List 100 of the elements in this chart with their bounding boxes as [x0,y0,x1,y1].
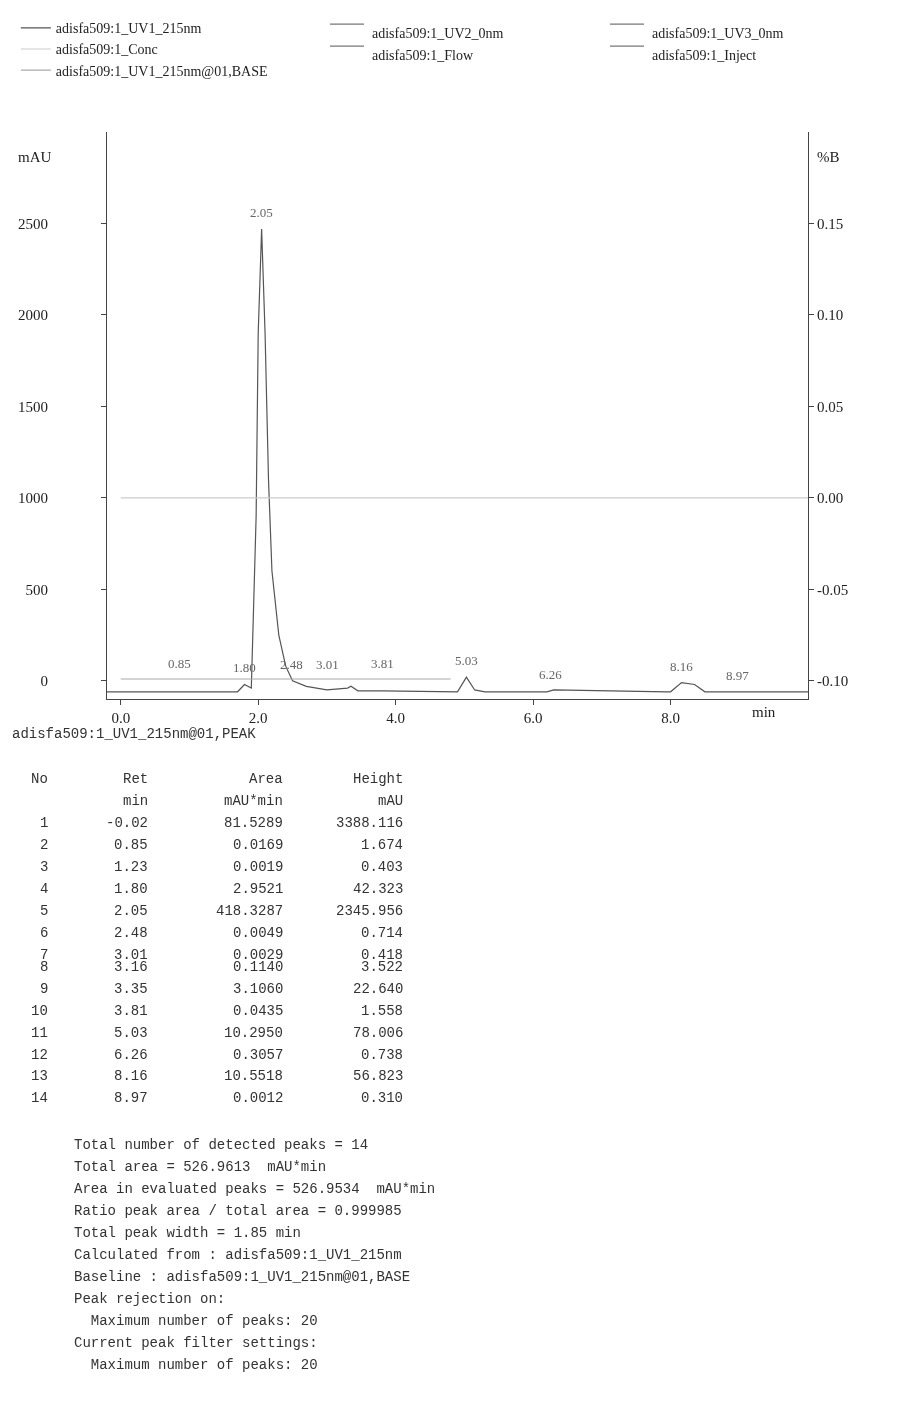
x-tick-label: 2.0 [248,710,268,727]
text: Baseline : adisfa509:1_UV1_215nm@01,BASE [74,1269,411,1285]
text: 78.006 [353,1025,404,1041]
text: 56.823 [353,1068,404,1084]
annotation: 0.85 [168,656,191,671]
text: Peak rejection on: [74,1291,226,1307]
text: mAU [378,793,404,809]
text: Current peak filter settings: [74,1335,318,1351]
text: 0.310 [361,1090,404,1106]
x-tick-label: 8.0 [661,710,680,727]
text: 1 [40,815,49,831]
text: 0.0049 [233,925,284,941]
text: 81.5289 [224,815,283,831]
text: 0.0169 [233,837,284,853]
text: 22.640 [353,981,404,997]
text: min [123,793,149,809]
text: adisfa509:1_UV2_0nm [372,26,504,41]
text: 2.05 [114,903,148,919]
annotation: 2.05 [250,205,273,220]
text: Maximum number of peaks: 20 [74,1313,318,1329]
annotation: 6.26 [539,667,563,682]
text: Total peak width = 1.85 min [74,1225,301,1241]
text: 8.97 [114,1090,148,1106]
y2-tick-label: 0.00 [817,490,844,507]
text: 10.2950 [224,1025,283,1041]
y2-axis-title: %B [817,149,840,165]
text: Ratio peak area / total area = 0.999985 [74,1203,402,1219]
text: 13 [31,1068,48,1084]
text: Total area = 526.9613 mAU*min [74,1159,327,1175]
text: adisfa509:1_UV3_0nm [652,26,784,41]
text: 3.1060 [233,981,284,997]
text: 1.558 [361,1003,404,1019]
text: 0.403 [361,859,404,875]
x-axis-title: min [752,704,776,720]
y2-tick-label: -0.05 [817,581,849,598]
text: 4 [40,881,49,897]
text: Area in evaluated peaks = 526.9534 mAU*min [74,1181,436,1197]
annotation: 8.97 [726,668,750,683]
text: 1.80 [114,881,148,897]
text: 418.3287 [216,903,284,919]
y-tick-label: 2500 [18,215,48,232]
text: 0.3057 [233,1047,284,1063]
text: 0.714 [361,925,404,941]
text: adisfa509:1_UV1_215nm@01,PEAK [12,726,257,742]
text: No [31,771,48,787]
annotation: 3.81 [371,656,394,671]
text: 2 [40,837,49,853]
text: 0.0019 [233,859,284,875]
y-tick-label: 0 [40,673,48,690]
y-tick-label: 500 [25,581,48,598]
text: 12 [31,1047,48,1063]
text: 1.23 [114,859,148,875]
text: 6 [40,925,49,941]
legend-label: adisfa509:1_Conc [55,42,158,58]
text: 3.35 [114,981,148,997]
text: 5 [40,903,49,919]
legend-label: adisfa509:1_UV1_215nm [55,21,202,37]
text: 14 [31,1090,48,1106]
text: 0.0435 [233,1003,284,1019]
text: 0.738 [361,1047,404,1063]
y-tick-label: 1000 [18,490,48,507]
text: Height [353,771,404,787]
text: adisfa509:1_Flow [372,48,474,63]
text: 6.26 [114,1047,148,1063]
y2-tick-label: 0.15 [817,215,844,232]
annotation: 5.03 [455,653,478,668]
y-axis-title: mAU [18,149,52,165]
text: 3 [40,859,49,875]
text: 8.16 [114,1068,148,1084]
text: 10 [31,1003,48,1019]
text: 9 [40,981,49,997]
y2-tick-label: -0.10 [817,673,849,690]
text: -0.02 [106,815,149,831]
text: 11 [31,1025,48,1041]
legend-label: adisfa509:1_UV1_215nm@01,BASE [55,63,268,79]
line-series [107,228,808,693]
y2-tick-label: 0.10 [817,307,844,324]
annotation: 3.01 [316,657,339,672]
text: 2.48 [114,925,148,941]
text: mAU*min [224,793,283,809]
text: Ret [123,771,149,787]
text: Calculated from : adisfa509:1_UV1_215nm [74,1247,402,1263]
text: 3.16 [114,959,148,975]
text: 3.522 [361,959,404,975]
text: 8 [40,959,49,975]
text: Total number of detected peaks = 14 [74,1137,369,1153]
text: adisfa509:1_Inject [652,48,757,63]
text: 0.0012 [233,1090,284,1106]
x-tick-label: 0.0 [111,710,131,727]
text: 2.9521 [233,881,284,897]
text: 0.85 [114,837,148,853]
text: 2345.956 [336,903,404,919]
y2-tick-label: 0.05 [817,398,844,415]
text: 0.1140 [233,959,284,975]
text: 3388.116 [336,815,404,831]
text: 3.81 [114,1003,148,1019]
text: 10.5518 [224,1068,283,1084]
text: Maximum number of peaks: 20 [74,1357,318,1373]
x-tick-label: 4.0 [386,710,406,727]
text: 1.674 [361,837,404,853]
